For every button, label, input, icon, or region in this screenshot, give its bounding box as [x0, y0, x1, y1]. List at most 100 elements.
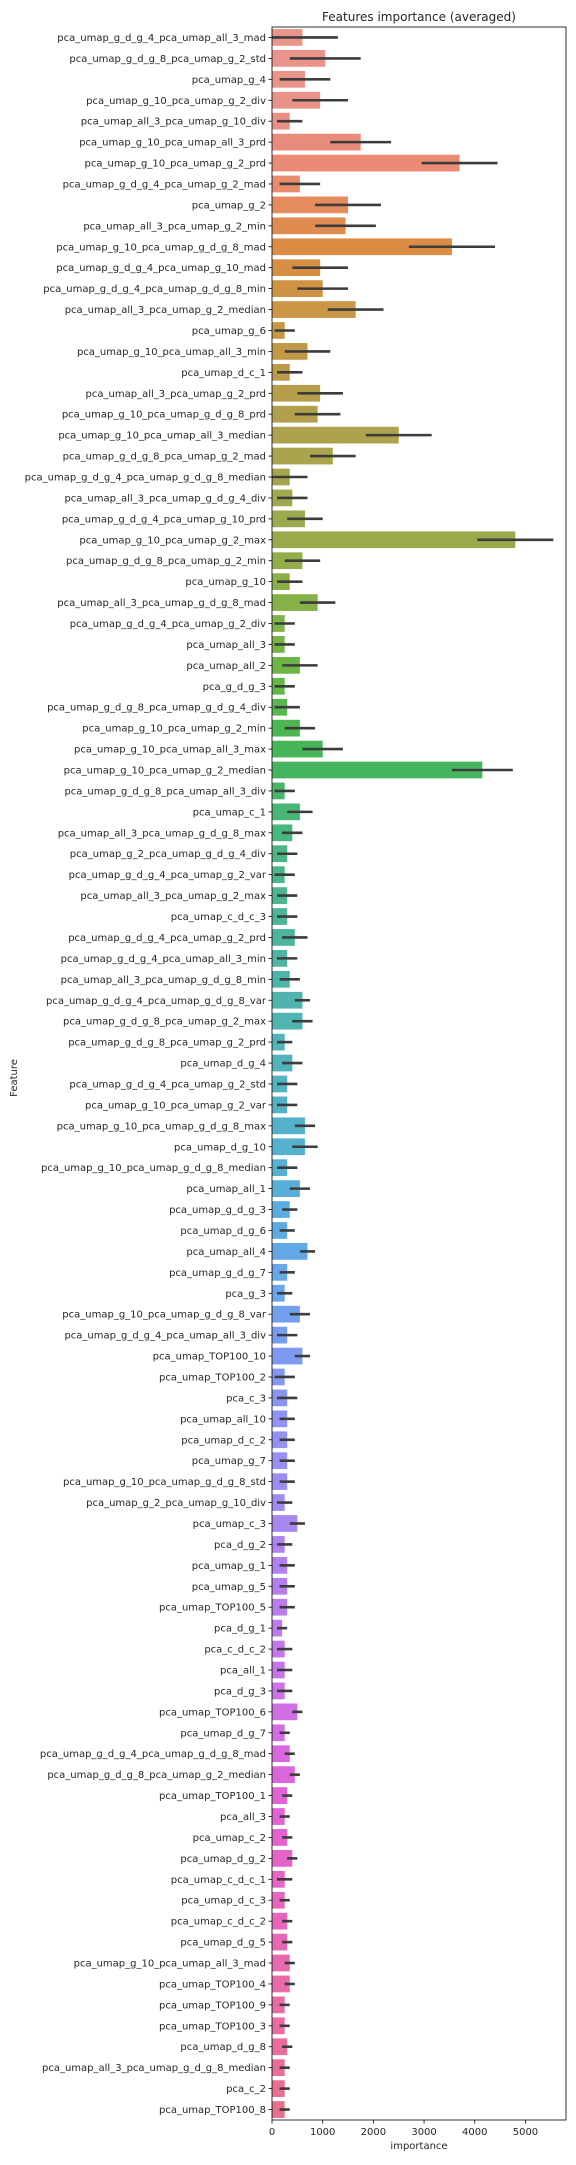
error-bars-layer	[272, 36, 554, 2111]
bar	[272, 2038, 288, 2056]
category-label: pca_umap_g_10_pca_umap_g_d_g_8_median	[41, 1163, 266, 1174]
category-label: pca_d_g_1	[214, 1624, 266, 1635]
category-label: pca_umap_g_10_pca_umap_g_2_min	[82, 724, 266, 735]
category-label: pca_umap_all_3_pca_umap_g_2_prd	[86, 389, 266, 400]
category-label: pca_umap_g_4	[192, 75, 266, 86]
category-label: pca_umap_g_10_pca_umap_all_3_median	[58, 431, 266, 442]
category-label: pca_umap_all_3	[186, 640, 266, 651]
y-axis-label: Feature	[9, 1059, 20, 1097]
bar	[272, 531, 516, 549]
category-label: pca_umap_g_10_pca_umap_g_2_max	[79, 535, 266, 546]
plot-frame	[271, 26, 567, 2121]
x-tick-label: 0	[269, 2127, 275, 2138]
category-label: pca_umap_d_c_1	[181, 368, 266, 379]
bar	[272, 1787, 288, 1804]
category-label: pca_umap_all_3_pca_umap_g_d_g_8_max	[58, 828, 266, 839]
category-label: pca_umap_d_c_2	[181, 1435, 266, 1446]
category-label: pca_umap_c_d_c_1	[171, 1875, 266, 1886]
bar	[272, 1912, 288, 1930]
category-label: pca_umap_g_d_g_8_pca_umap_g_2_std	[69, 54, 266, 65]
category-label: pca_umap_c_1	[193, 807, 266, 818]
category-label: pca_umap_d_g_5	[180, 1938, 266, 1949]
category-label: pca_umap_g_2	[192, 200, 266, 211]
bar	[272, 301, 356, 318]
category-label: pca_umap_d_g_7	[180, 1728, 266, 1739]
category-label: pca_umap_g_10_pca_umap_all_3_max	[74, 745, 266, 756]
bar	[272, 1117, 305, 1135]
category-label: pca_umap_all_4	[186, 1247, 266, 1258]
category-label: pca_umap_g_d_g_4_pca_umap_g_d_g_8_mad	[40, 1749, 266, 1760]
category-label: pca_umap_g_10_pca_umap_all_3_mad	[74, 1959, 266, 1970]
category-label: pca_umap_all_3_pca_umap_g_2_min	[83, 221, 266, 232]
category-label: pca_umap_g_10_pca_umap_g_d_g_8_std	[63, 1477, 266, 1488]
category-label: pca_umap_d_g_10	[174, 1142, 266, 1153]
bar	[272, 1201, 290, 1218]
category-label: pca_umap_g_d_g_8_pca_umap_all_3_div	[64, 786, 266, 797]
bar	[272, 217, 346, 235]
bar	[272, 594, 318, 611]
x-tick-label: 5000	[513, 2127, 538, 2138]
bar	[272, 761, 483, 779]
category-label: pca_umap_c_d_c_2	[171, 1917, 266, 1928]
category-label: pca_umap_d_g_6	[180, 1226, 266, 1237]
category-label: pca_umap_g_10_pca_umap_g_2_var	[85, 1100, 267, 1111]
category-label: pca_umap_all_3_pca_umap_g_d_g_4_div	[64, 493, 266, 504]
bar	[272, 1703, 298, 1721]
bars-layer	[272, 29, 516, 2118]
category-label: pca_umap_d_g_4	[180, 1059, 266, 1070]
bar	[272, 1745, 290, 1763]
category-label: pca_umap_g_10_pca_umap_g_d_g_8_max	[57, 1121, 266, 1132]
category-label: pca_umap_all_10	[180, 1414, 266, 1425]
category-label: pca_umap_g_d_g_4_pca_umap_g_2_div	[70, 619, 266, 630]
category-label: pca_umap_g_d_g_4_pca_umap_g_2_var	[69, 870, 267, 881]
category-label: pca_umap_g_2_pca_umap_g_10_div	[86, 1498, 266, 1509]
category-label: pca_umap_TOP100_8	[159, 2105, 266, 2116]
category-label: pca_all_3	[220, 1812, 266, 1823]
category-label: pca_umap_g_d_g_7	[169, 1268, 266, 1279]
category-label: pca_umap_g_5	[192, 1582, 266, 1593]
category-label: pca_umap_g_d_g_8_pca_umap_g_2_min	[66, 556, 266, 567]
category-label: pca_umap_g_d_g_4_pca_umap_g_10_prd	[62, 514, 266, 525]
bar	[272, 1138, 305, 1156]
category-label: pca_g_3	[225, 1289, 266, 1300]
category-label: pca_umap_g_10_pca_umap_all_3_min	[77, 347, 266, 358]
category-label: pca_umap_TOP100_6	[159, 1707, 266, 1718]
bar	[272, 1891, 285, 1909]
category-label: pca_umap_d_g_2	[180, 1854, 266, 1865]
category-label: pca_umap_TOP100_5	[159, 1603, 266, 1614]
category-label: pca_umap_g_6	[192, 326, 266, 337]
bar	[272, 447, 333, 465]
category-label: pca_umap_g_10_pca_umap_g_2_prd	[85, 159, 266, 170]
category-labels: pca_umap_g_d_g_4_pca_umap_all_3_mad pca_u…	[25, 33, 267, 2116]
category-label: pca_d_g_2	[214, 1540, 266, 1551]
bar	[272, 1996, 285, 2014]
category-label: pca_c_d_c_2	[204, 1645, 266, 1656]
bar	[272, 426, 399, 444]
category-label: pca_c_3	[226, 1393, 266, 1404]
category-label: pca_umap_TOP100_3	[159, 2021, 266, 2032]
bar	[272, 2017, 285, 2035]
category-label: pca_umap_g_d_g_4_pca_umap_all_3_min	[61, 954, 266, 965]
x-tick-label: 1000	[310, 2127, 335, 2138]
category-label: pca_umap_d_g_8	[180, 2042, 266, 2053]
category-label: pca_umap_c_d_c_3	[171, 912, 266, 923]
category-label: pca_g_d_g_3	[203, 682, 266, 693]
category-label: pca_umap_all_3_pca_umap_g_2_max	[80, 891, 266, 902]
category-label: pca_umap_d_c_3	[181, 1896, 266, 1907]
category-label: pca_umap_TOP100_9	[159, 2000, 266, 2011]
category-label: pca_umap_g_d_g_4_pca_umap_all_3_mad	[57, 33, 266, 44]
bar	[272, 1012, 303, 1030]
category-label: pca_umap_g_d_g_3	[169, 1205, 266, 1216]
category-label: pca_umap_TOP100_4	[159, 1979, 266, 1990]
bar	[272, 1347, 303, 1365]
category-label: pca_d_g_3	[214, 1686, 266, 1697]
category-label: pca_umap_g_d_g_4_pca_umap_all_3_div	[64, 1331, 266, 1342]
category-label: pca_umap_g_2_pca_umap_g_d_g_4_div	[70, 849, 266, 860]
category-label: pca_umap_g_10_pca_umap_g_d_g_8_mad	[56, 242, 266, 253]
x-tick-label: 3000	[411, 2127, 436, 2138]
category-label: pca_umap_all_1	[186, 1184, 266, 1195]
category-label: pca_umap_c_2	[193, 1833, 266, 1844]
category-label: pca_umap_g_d_g_4_pca_umap_g_10_mad	[56, 263, 266, 274]
